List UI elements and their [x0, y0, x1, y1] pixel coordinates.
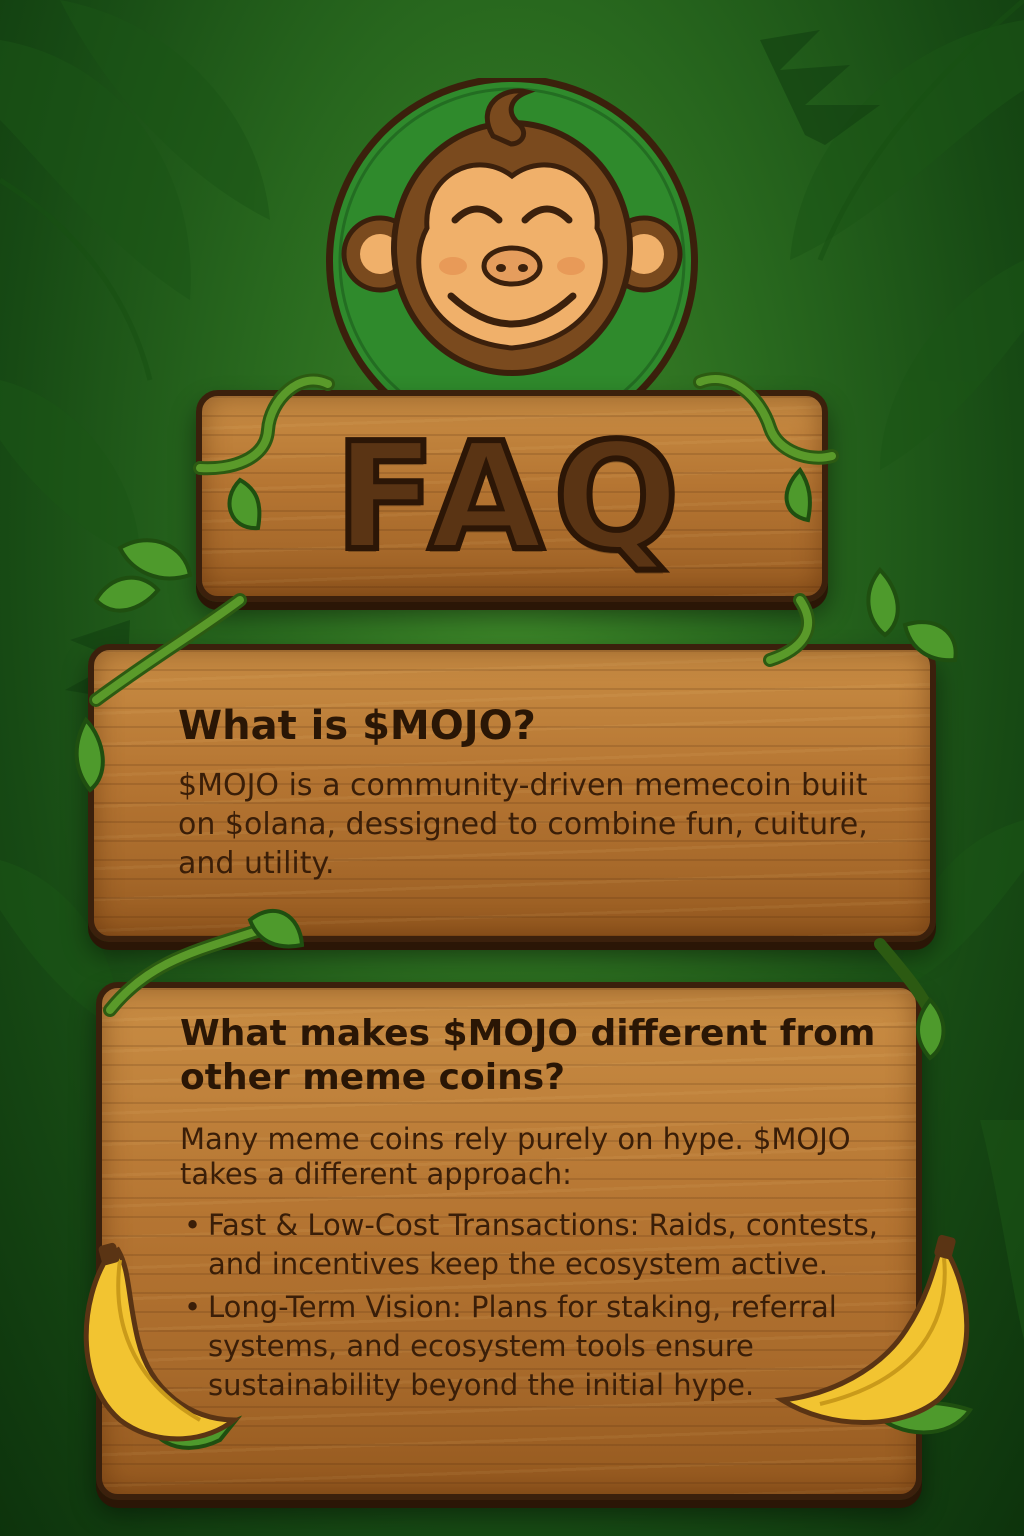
jungle-leaf-icon	[980, 1120, 1024, 1340]
list-item: • Fast & Low-Cost Transactions: Raids, c…	[180, 1206, 880, 1284]
bullet-icon: •	[184, 1208, 202, 1242]
faq-item-what-makes-mojo-different: What makes $MOJO different from other me…	[96, 982, 922, 1500]
jungle-leaf-icon	[880, 260, 1024, 470]
faq-answer-list: • Fast & Low-Cost Transactions: Raids, c…	[180, 1206, 880, 1409]
jungle-leaf-icon	[0, 40, 191, 300]
bullet-icon: •	[184, 1290, 202, 1324]
list-item: • Long-Term Vision: Plans for staking, r…	[180, 1288, 880, 1405]
list-item-text: Fast & Low-Cost Transactions: Raids, con…	[208, 1208, 878, 1281]
page-title: FAQ	[332, 408, 690, 586]
list-item-text: Long-Term Vision: Plans for staking, ref…	[208, 1290, 837, 1402]
faq-answer-intro: Many meme coins rely purely on hype. $MO…	[180, 1122, 851, 1191]
faq-question-heading: What is $MOJO?	[178, 703, 536, 749]
jungle-leaf-icon	[0, 860, 120, 1030]
faq-item-what-is-mojo: What is $MOJO? $MOJO is a community-driv…	[88, 644, 936, 942]
faq-title-sign: FAQ	[196, 390, 828, 602]
monkey-mascot-emblem	[326, 78, 698, 408]
monkey-face-icon	[341, 88, 683, 376]
jungle-leaf-icon	[0, 380, 140, 560]
faq-answer-text: $MOJO is a community-driven memecoin bui…	[178, 768, 868, 881]
jungle-leaf-icon	[60, 0, 270, 220]
faq-question-heading: What makes $MOJO different from other me…	[180, 1013, 876, 1098]
